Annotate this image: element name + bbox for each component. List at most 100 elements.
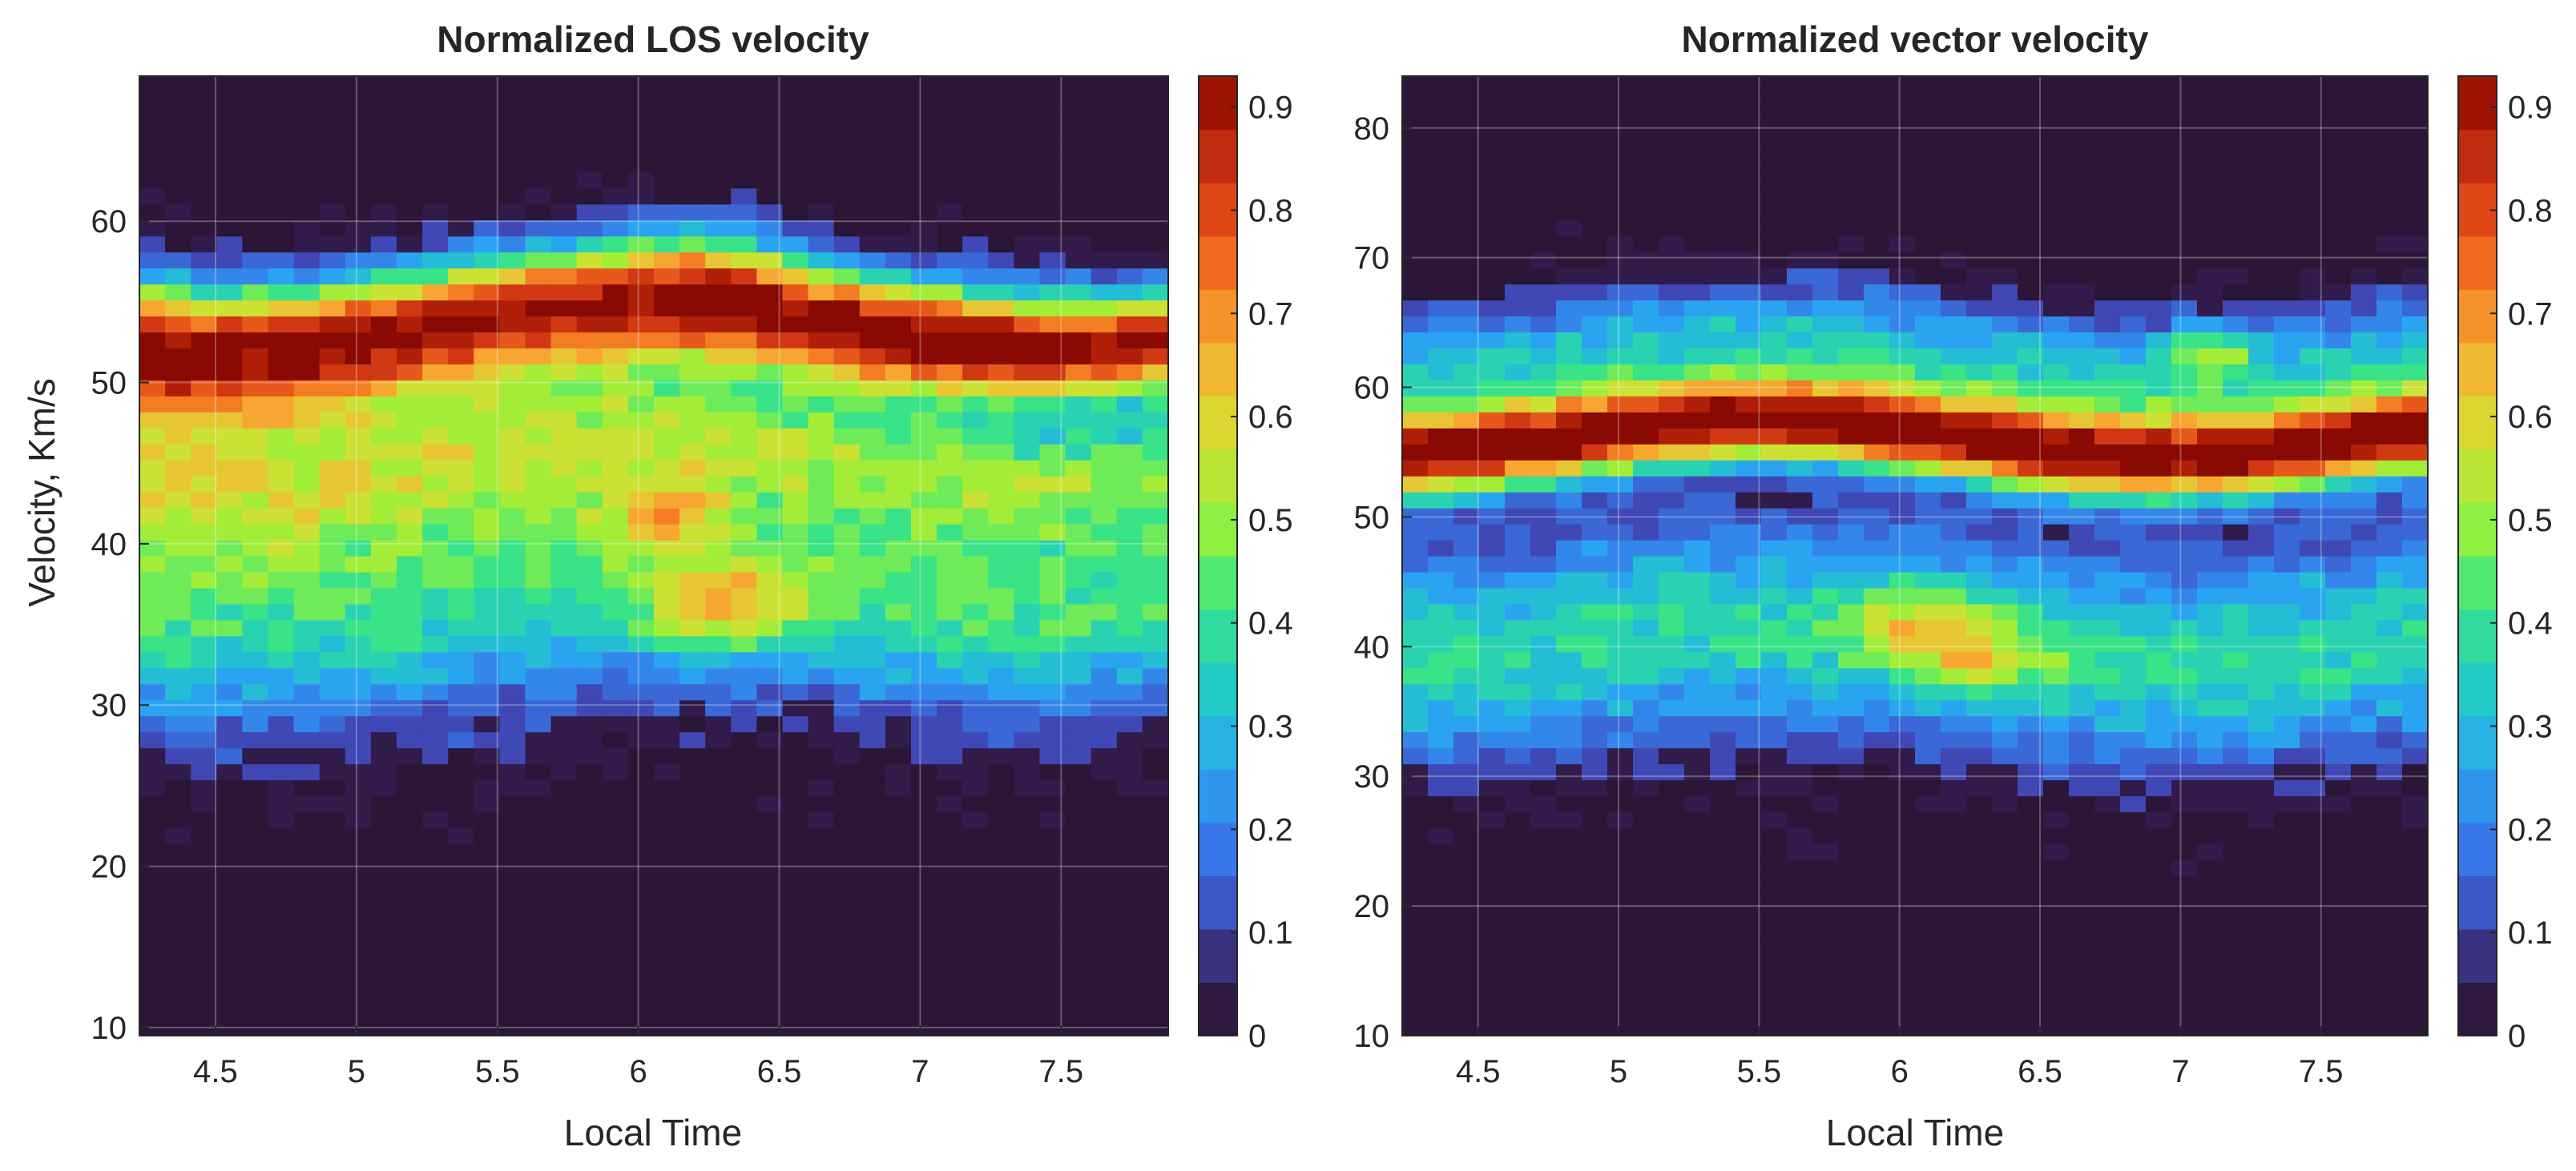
heatmap-cell — [911, 699, 937, 717]
heatmap-cell — [1453, 396, 1480, 412]
heatmap-cell — [654, 380, 680, 396]
heatmap-cell — [576, 91, 603, 109]
heatmap-cell — [2223, 556, 2249, 573]
heatmap-cell — [2402, 731, 2429, 749]
heatmap-cell — [911, 123, 937, 141]
heatmap-cell — [268, 683, 295, 701]
heatmap-cell — [2197, 284, 2223, 301]
heatmap-cell — [1530, 795, 1557, 813]
heatmap-cell — [1659, 540, 1685, 557]
heatmap-cell — [2120, 795, 2147, 813]
heatmap-cell — [2325, 731, 2352, 749]
heatmap-cell — [2402, 460, 2429, 477]
heatmap-cell — [1838, 715, 1864, 733]
heatmap-cell — [1889, 460, 1916, 477]
heatmap-cell — [2274, 811, 2300, 829]
heatmap-cell — [1479, 875, 1506, 892]
heatmap-cell — [1014, 460, 1041, 477]
heatmap-cell — [370, 492, 397, 509]
heatmap-cell — [808, 811, 835, 829]
heatmap-cell — [499, 284, 526, 301]
heatmap-cell — [2094, 444, 2121, 461]
heatmap-cell — [1090, 988, 1118, 1004]
heatmap-cell — [808, 252, 835, 269]
heatmap-cell — [1453, 556, 1480, 573]
heatmap-cell — [627, 348, 655, 364]
heatmap-cell — [885, 203, 912, 221]
heatmap-cell — [576, 699, 603, 717]
heatmap-cell — [1065, 428, 1092, 445]
heatmap-cell — [293, 348, 320, 364]
heatmap-cell — [1684, 332, 1711, 349]
heatmap-cell — [1090, 571, 1118, 589]
heatmap-cell — [2069, 651, 2095, 669]
heatmap-cell — [1453, 252, 1480, 269]
heatmap-cell — [705, 795, 732, 813]
heatmap-cell — [370, 795, 397, 813]
heatmap-cell — [216, 348, 243, 364]
heatmap-cell — [1761, 107, 1788, 125]
heatmap-cell — [2300, 715, 2326, 733]
heatmap-cell — [345, 91, 372, 109]
heatmap-cell — [1684, 556, 1711, 573]
heatmap-cell — [1505, 556, 1531, 573]
heatmap-cell — [1428, 651, 1454, 669]
heatmap-cell — [2300, 139, 2326, 157]
colorbar-swatch — [1199, 822, 1237, 876]
heatmap-cell — [1142, 300, 1169, 317]
heatmap-cell — [1633, 891, 1659, 908]
heatmap-cell — [216, 1004, 243, 1020]
colorbar-tick-label: 0.6 — [2508, 400, 2553, 435]
heatmap-cell — [550, 524, 578, 541]
heatmap-cell — [1735, 651, 1762, 669]
heatmap-cell — [165, 747, 191, 765]
heatmap-cell — [1633, 779, 1659, 797]
heatmap-cell — [2069, 843, 2095, 860]
heatmap-cell — [808, 875, 835, 892]
heatmap-cell — [2018, 651, 2044, 669]
heatmap-cell — [397, 187, 423, 205]
heatmap-cell — [859, 603, 886, 621]
heatmap-cell — [1142, 187, 1169, 205]
heatmap-cell — [1992, 252, 2018, 269]
heatmap-cell — [627, 540, 655, 557]
heatmap-cell — [2146, 795, 2172, 813]
heatmap-cell — [859, 508, 886, 525]
heatmap-cell — [2274, 540, 2300, 557]
heatmap-cell — [525, 683, 552, 701]
heatmap-cell — [165, 203, 191, 221]
heatmap-cell — [2223, 763, 2249, 781]
heatmap-cell — [293, 524, 320, 541]
heatmap-cell — [268, 988, 295, 1004]
heatmap-cell — [2146, 492, 2172, 509]
heatmap-cell — [525, 699, 552, 717]
heatmap-cell — [2402, 683, 2429, 701]
heatmap-cell — [2146, 683, 2172, 701]
heatmap-cell — [1607, 747, 1634, 765]
heatmap-cell — [1402, 364, 1429, 380]
heatmap-cell — [2018, 492, 2044, 509]
heatmap-cell — [988, 171, 1014, 189]
heatmap-cell — [2069, 91, 2095, 109]
heatmap-cell — [268, 556, 295, 573]
heatmap-cell — [139, 396, 166, 412]
heatmap-cell — [1710, 332, 1736, 349]
heatmap-cell — [1761, 139, 1788, 157]
heatmap-cell — [1582, 779, 1608, 797]
heatmap-cell — [1889, 811, 1916, 829]
heatmap-cell — [1761, 683, 1788, 701]
heatmap-cell — [1761, 348, 1788, 364]
heatmap-cell — [1684, 460, 1711, 477]
y-tick-label: 50 — [1354, 500, 1390, 535]
heatmap-cell — [1014, 827, 1041, 844]
heatmap-cell — [345, 811, 372, 829]
heatmap-cell — [1479, 316, 1506, 333]
heatmap-cell — [1838, 460, 1864, 477]
heatmap-cell — [756, 444, 784, 461]
heatmap-cell — [1915, 284, 1941, 301]
heatmap-cell — [1966, 651, 1993, 669]
heatmap-cell — [911, 91, 937, 109]
heatmap-cell — [370, 651, 397, 669]
heatmap-cell — [1453, 1020, 1480, 1036]
heatmap-cell — [2146, 219, 2172, 237]
